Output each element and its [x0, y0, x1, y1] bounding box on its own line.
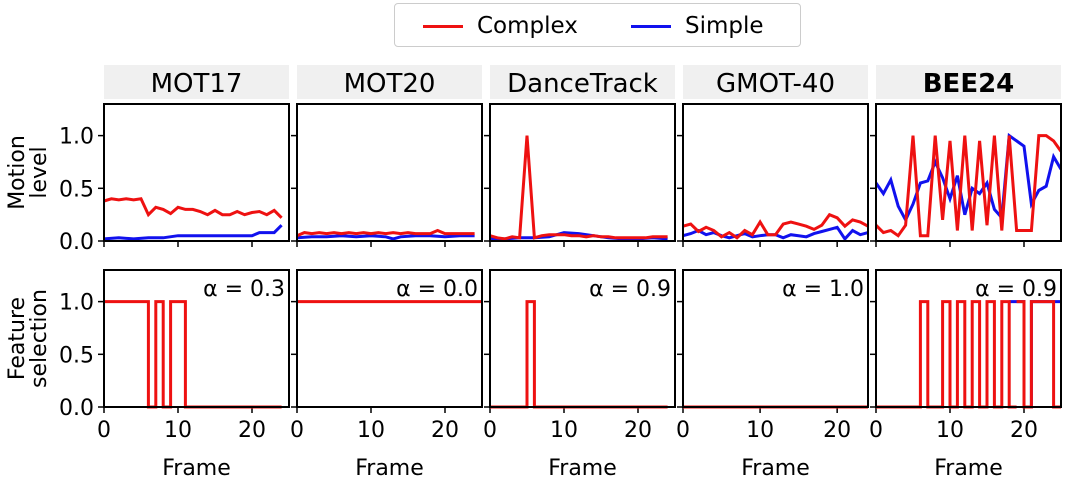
x-axis-label-p1: Frame — [355, 456, 424, 481]
y-axis-label-line1-r1: Feature — [5, 297, 30, 380]
panel-title-2: DanceTrack — [507, 69, 658, 99]
alpha-label-p0: α = 0.3 — [203, 277, 285, 302]
legend-label-simple: Simple — [685, 13, 764, 39]
panel-title-1: MOT20 — [344, 69, 436, 99]
x-tick-label-p1-0: 0 — [290, 418, 304, 443]
x-tick-label-p4-0: 0 — [869, 418, 883, 443]
panel-title-4: BEE24 — [923, 69, 1015, 99]
alpha-label-p1: α = 0.0 — [396, 277, 478, 302]
y-tick-label-r0-0: 0.0 — [59, 230, 94, 255]
y-tick-label-r0-2: 1.0 — [59, 125, 94, 150]
panel-frame-p1-r1 — [296, 269, 483, 408]
series-complex-p2-r0 — [490, 135, 668, 241]
panel-frame-p3-r0 — [682, 103, 869, 242]
y-axis-label-line2-r1: selection — [27, 289, 52, 388]
x-axis-label-p0: Frame — [162, 456, 231, 481]
x-tick-label-p3-1: 10 — [746, 418, 774, 443]
x-tick-label-p2-2: 20 — [624, 418, 652, 443]
y-tick-label-r1-2: 1.0 — [59, 291, 94, 316]
panel-header-3 — [683, 65, 868, 99]
series-complex_tail-p4-r1 — [1016, 300, 1061, 409]
panel-frame-p0-r0 — [103, 103, 290, 242]
panel-header-2 — [490, 65, 675, 99]
legend-item-complex: Complex — [423, 12, 578, 40]
panel-header-1 — [297, 65, 482, 99]
panel-header-4 — [876, 65, 1061, 99]
series-complex-p3-r0 — [683, 212, 868, 240]
panel-header-0 — [104, 65, 289, 99]
panel-title-3: GMOT-40 — [716, 69, 835, 99]
series-complex-p1-r0 — [297, 228, 475, 238]
x-tick-label-p3-2: 20 — [823, 418, 851, 443]
alpha-label-p3: α = 1.0 — [782, 277, 864, 302]
panel-frame-p0-r1 — [103, 269, 290, 408]
x-tick-label-p4-1: 10 — [936, 418, 964, 443]
series-complex-p0-r0 — [104, 197, 283, 219]
y-tick-label-r1-1: 0.5 — [59, 343, 94, 368]
legend-item-simple: Simple — [631, 12, 764, 40]
y-axis-label-line1-r0: Motion — [5, 135, 30, 210]
y-tick-label-r0-1: 0.5 — [59, 177, 94, 202]
legend-swatch-simple — [631, 24, 671, 28]
legend: Complex Simple — [394, 3, 801, 47]
series-simple-p1-r0 — [297, 234, 475, 241]
series-complex-p4-r1 — [876, 300, 1017, 409]
x-tick-label-p0-0: 0 — [97, 418, 111, 443]
y-axis-label-line2-r0: level — [27, 146, 52, 198]
alpha-label-p4: α = 0.9 — [975, 277, 1057, 302]
series-simple-p0-r0 — [104, 224, 283, 241]
panel-frame-p4-r1 — [875, 269, 1062, 408]
panel-frame-p4-r0 — [875, 103, 1062, 242]
series-complex-p2-r1 — [490, 300, 668, 409]
panel-frame-p2-r1 — [489, 269, 676, 408]
alpha-label-p2: α = 0.9 — [589, 277, 671, 302]
series-complex-p4-r0 — [876, 134, 1061, 238]
x-axis-label-p3: Frame — [741, 456, 810, 481]
x-tick-label-p2-0: 0 — [483, 418, 497, 443]
x-tick-label-p0-1: 10 — [164, 418, 192, 443]
legend-swatch-complex — [423, 24, 463, 28]
panel-frame-p3-r1 — [682, 269, 869, 408]
x-tick-label-p4-2: 20 — [1010, 418, 1038, 443]
x-axis-label-p2: Frame — [548, 456, 617, 481]
panel-frame-p2-r0 — [489, 103, 676, 242]
panel-frame-p1-r0 — [296, 103, 483, 242]
x-tick-label-p1-1: 10 — [357, 418, 385, 443]
y-tick-label-r1-0: 0.0 — [59, 396, 94, 421]
panel-title-0: MOT17 — [151, 69, 243, 99]
x-axis-label-p4: Frame — [934, 456, 1003, 481]
x-tick-label-p3-0: 0 — [676, 418, 690, 443]
x-tick-label-p1-2: 20 — [431, 418, 459, 443]
series-complex-p0-r1 — [104, 300, 282, 409]
x-tick-label-p2-1: 10 — [550, 418, 578, 443]
legend-label-complex: Complex — [477, 13, 578, 39]
x-tick-label-p0-2: 20 — [238, 418, 266, 443]
